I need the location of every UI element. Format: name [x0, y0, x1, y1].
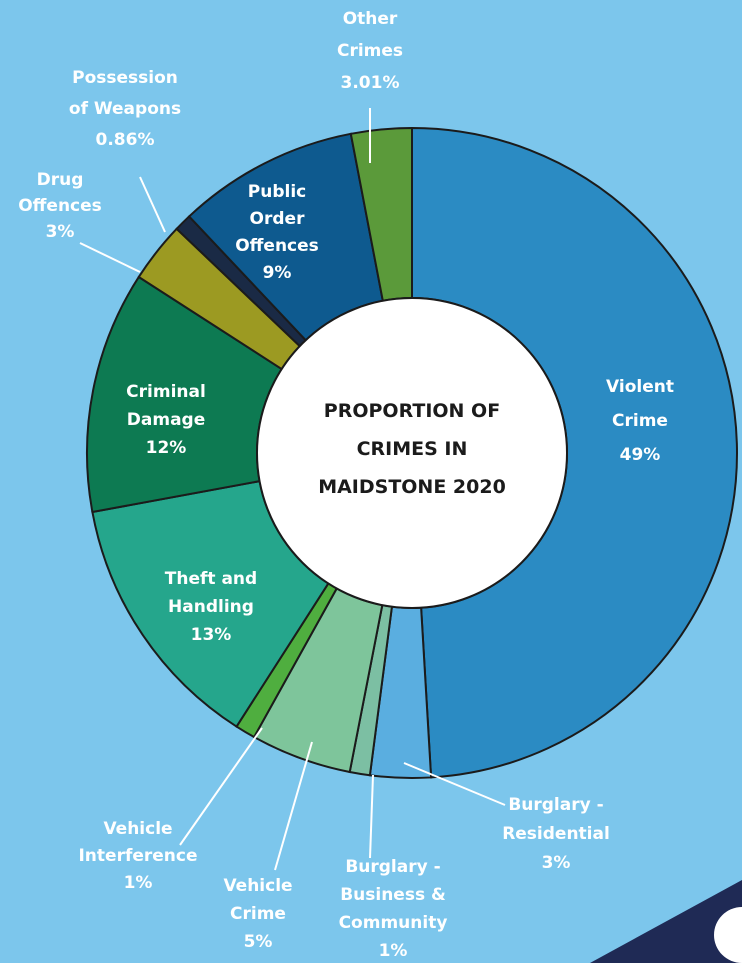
slice-label-line: 49% [620, 445, 661, 465]
slice-label-2: Burglary - Business & Community 1% [339, 857, 448, 961]
slice-label-6: Criminal Damage 12% [126, 382, 206, 458]
slice-label-line: Crime [230, 904, 286, 924]
slice-label-line: Damage [127, 410, 205, 430]
slice-label-line: 3% [46, 222, 75, 242]
slice-label-line: Residential [502, 824, 610, 844]
slice-label-line: 1% [124, 873, 153, 893]
slice-label-line: Drug [37, 170, 84, 190]
slice-label-line: Community [339, 913, 448, 933]
leader-line-1 [403, 762, 506, 806]
slice-label-line: Handling [168, 597, 254, 617]
corner-circle [714, 907, 742, 963]
slice-label-line: Crimes [337, 41, 403, 61]
slice-label-3: Vehicle Crime 5% [223, 876, 292, 952]
slice-label-line: Possession [72, 68, 178, 88]
slice-label-line: Business & [340, 885, 446, 905]
slice-label-line: Public [248, 182, 306, 202]
slice-label-line: 0.86% [96, 130, 155, 150]
leader-line-4 [179, 727, 263, 846]
slice-label-line: 1% [379, 941, 408, 961]
leader-line-2 [369, 774, 374, 859]
slice-label-line: Vehicle [103, 819, 172, 839]
slice-label-1: Burglary - Residential 3% [502, 795, 610, 873]
slice-label-5: Theft and Handling 13% [165, 569, 257, 645]
slice-label-9: Public Order Offences 9% [235, 182, 319, 283]
slice-label-line: Burglary - [508, 795, 603, 815]
slice-label-line: 5% [244, 932, 273, 952]
slice-label-line: Interference [78, 846, 197, 866]
slice-label-line: Violent [606, 377, 674, 397]
pie-slices [86, 126, 738, 779]
slice-label-line: Offences [235, 236, 319, 256]
slice-label-line: 3% [542, 853, 571, 873]
chart-title-line: CRIMES IN [357, 438, 468, 460]
slice-label-line: Theft and [165, 569, 257, 589]
slice-label-line: 12% [146, 438, 187, 458]
slice-label-7: Drug Offences 3% [18, 170, 102, 242]
slice-label-10: Other Crimes 3.01% [337, 9, 403, 93]
slice-label-0: Violent Crime 49% [606, 377, 674, 465]
leader-line-7 [79, 242, 141, 273]
slice-label-line: 3.01% [341, 73, 400, 93]
leader-lines [79, 108, 506, 871]
slice-label-line: Crime [612, 411, 668, 431]
slice-label-4: Vehicle Interference 1% [78, 819, 197, 893]
chart-title: PROPORTION OF CRIMES IN MAIDSTONE 2020 [318, 400, 506, 498]
slice-label-line: Other [343, 9, 398, 29]
slice-label-line: 13% [191, 625, 232, 645]
slice-label-8: Possession of Weapons 0.86% [69, 68, 181, 150]
slice-label-line: Vehicle [223, 876, 292, 896]
slice-label-line: of Weapons [69, 99, 181, 119]
slice-label-line: Order [250, 209, 306, 229]
chart-title-line: PROPORTION OF [324, 400, 500, 422]
slice-label-line: Criminal [126, 382, 206, 402]
leader-line-8 [139, 176, 166, 233]
slice-label-line: 9% [263, 263, 292, 283]
slice-label-line: Offences [18, 196, 102, 216]
slice-labels: Violent Crime 49%Burglary -Residential 3%Bu… [18, 9, 674, 961]
corner-decoration [590, 880, 742, 963]
center-hole [256, 297, 568, 609]
chart-title-line: MAIDSTONE 2020 [318, 476, 506, 498]
slice-label-line: Burglary - [345, 857, 440, 877]
leader-line-3 [274, 741, 313, 871]
